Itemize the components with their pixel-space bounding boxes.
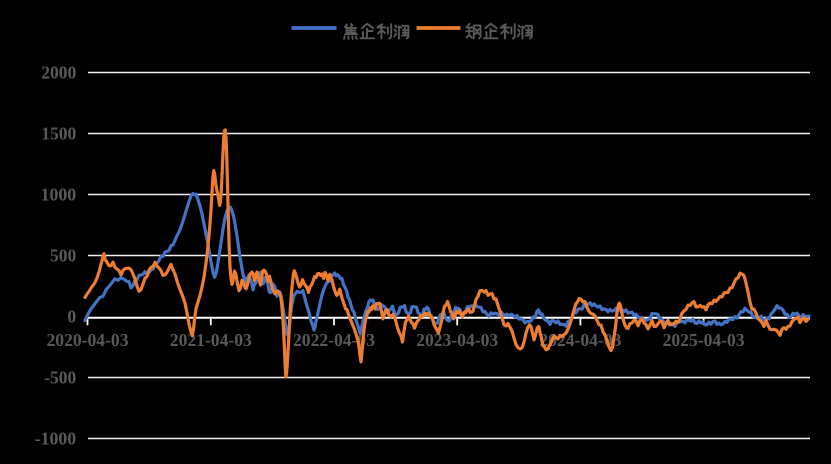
- svg-text:2000: 2000: [41, 63, 76, 83]
- svg-text:2025-04-03: 2025-04-03: [663, 330, 745, 350]
- svg-text:1500: 1500: [41, 124, 76, 144]
- svg-text:2020-04-03: 2020-04-03: [47, 330, 129, 350]
- svg-text:2023-04-03: 2023-04-03: [416, 330, 498, 350]
- svg-text:0: 0: [67, 307, 76, 327]
- svg-text:500: 500: [50, 246, 76, 266]
- svg-text:-500: -500: [44, 368, 76, 388]
- svg-text:1000: 1000: [41, 185, 77, 205]
- svg-text:2021-04-03: 2021-04-03: [170, 330, 252, 350]
- svg-text:-1000: -1000: [35, 429, 77, 449]
